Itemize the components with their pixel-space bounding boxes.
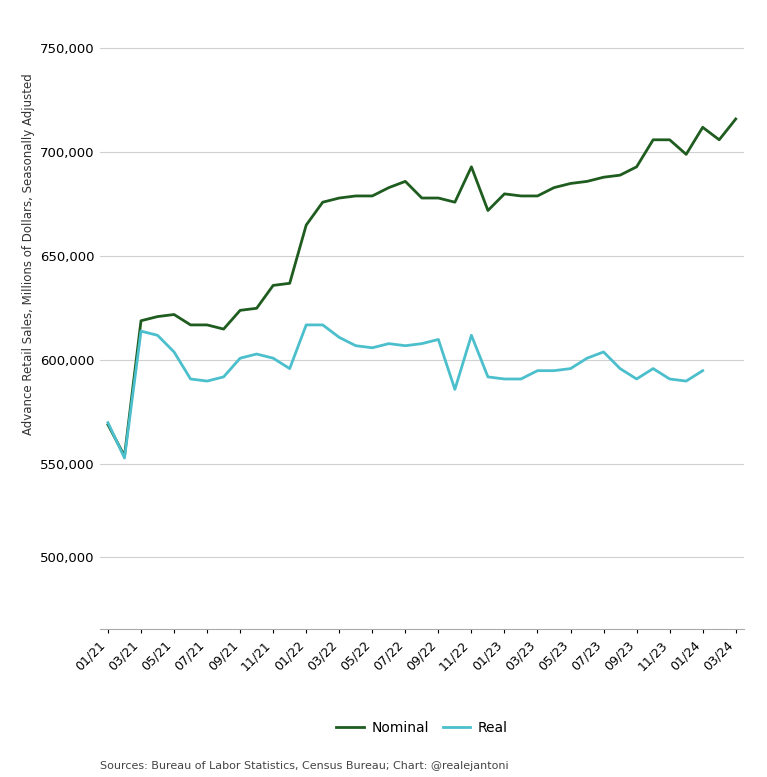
- Real: [483, 372, 492, 382]
- Real: [467, 331, 476, 340]
- Nominal: [104, 420, 113, 430]
- Real: [186, 375, 195, 384]
- Y-axis label: Advance Retail Sales, Millions of Dollars, Seasonally Adjusted: Advance Retail Sales, Millions of Dollar…: [21, 73, 35, 435]
- Nominal: [516, 191, 525, 200]
- Real: [301, 320, 311, 329]
- Nominal: [334, 193, 344, 203]
- Nominal: [202, 320, 212, 329]
- Nominal: [682, 150, 691, 159]
- Nominal: [582, 176, 591, 186]
- Real: [285, 364, 295, 373]
- Nominal: [467, 162, 476, 172]
- Real: [318, 320, 328, 329]
- Nominal: [351, 191, 360, 200]
- Real: [384, 339, 393, 348]
- Real: [235, 354, 245, 363]
- Nominal: [450, 197, 459, 207]
- Real: [582, 354, 591, 363]
- Real: [104, 418, 113, 427]
- Real: [649, 364, 658, 373]
- Nominal: [301, 221, 311, 230]
- Nominal: [417, 193, 426, 203]
- Real: [170, 347, 179, 357]
- Real: [351, 341, 360, 350]
- Nominal: [715, 135, 724, 145]
- Real: [599, 347, 608, 357]
- Nominal: [649, 135, 658, 145]
- Text: Sources: Bureau of Labor Statistics, Census Bureau; Chart: @realejantoni: Sources: Bureau of Labor Statistics, Cen…: [100, 761, 509, 772]
- Real: [120, 453, 129, 462]
- Real: [566, 364, 575, 373]
- Real: [615, 364, 624, 373]
- Real: [202, 376, 212, 385]
- Real: [549, 366, 558, 375]
- Nominal: [483, 206, 492, 215]
- Real: [516, 375, 525, 384]
- Real: [533, 366, 542, 375]
- Nominal: [137, 316, 146, 326]
- Nominal: [599, 172, 608, 182]
- Nominal: [533, 191, 542, 200]
- Real: [450, 385, 459, 394]
- Real: [268, 354, 278, 363]
- Real: [500, 375, 509, 384]
- Line: Real: Real: [108, 325, 703, 458]
- Nominal: [549, 183, 558, 192]
- Real: [632, 375, 641, 384]
- Real: [137, 326, 146, 336]
- Nominal: [120, 451, 129, 461]
- Nominal: [153, 312, 162, 321]
- Legend: Nominal, Real: Nominal, Real: [331, 716, 513, 740]
- Nominal: [566, 179, 575, 188]
- Nominal: [170, 310, 179, 319]
- Nominal: [400, 176, 410, 186]
- Real: [334, 333, 344, 342]
- Real: [367, 343, 377, 353]
- Real: [682, 376, 691, 385]
- Nominal: [384, 183, 393, 192]
- Nominal: [434, 193, 443, 203]
- Nominal: [285, 279, 295, 288]
- Nominal: [632, 162, 641, 172]
- Line: Nominal: Nominal: [108, 119, 736, 456]
- Nominal: [252, 304, 262, 313]
- Nominal: [615, 170, 624, 179]
- Nominal: [318, 197, 328, 207]
- Real: [434, 335, 443, 344]
- Nominal: [268, 280, 278, 290]
- Real: [665, 375, 674, 384]
- Real: [252, 350, 262, 359]
- Nominal: [731, 114, 740, 124]
- Nominal: [186, 320, 195, 329]
- Real: [417, 339, 426, 348]
- Nominal: [698, 123, 707, 132]
- Nominal: [500, 190, 509, 199]
- Nominal: [219, 325, 229, 334]
- Real: [153, 331, 162, 340]
- Real: [400, 341, 410, 350]
- Real: [698, 366, 707, 375]
- Nominal: [665, 135, 674, 145]
- Nominal: [367, 191, 377, 200]
- Nominal: [235, 305, 245, 315]
- Real: [219, 372, 229, 382]
